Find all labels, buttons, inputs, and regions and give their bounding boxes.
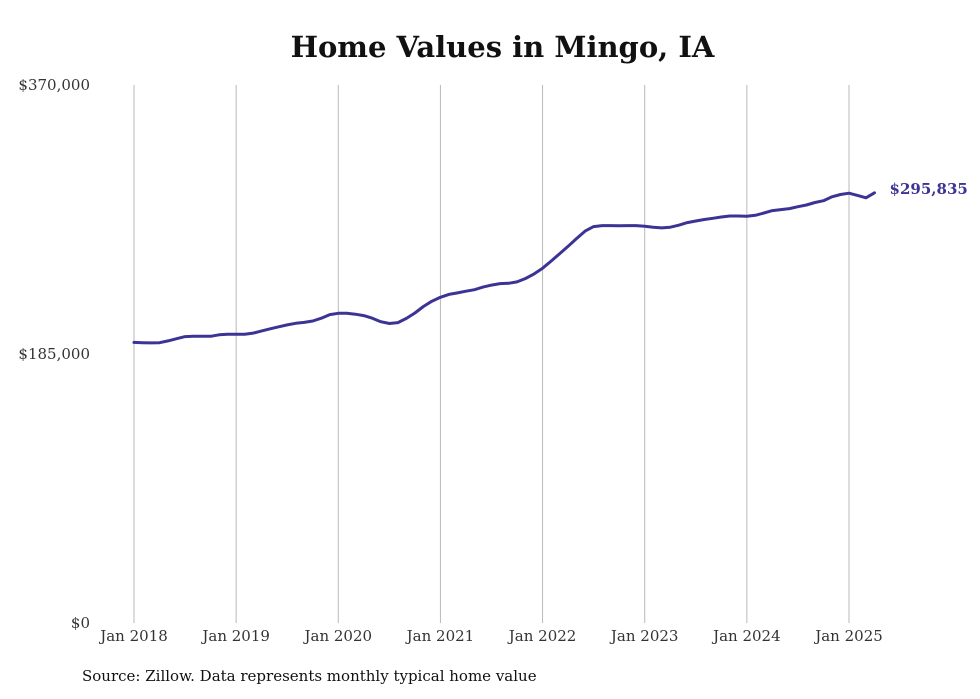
end-label-layer: $295,835 [890,180,968,198]
y-axis-ticks: $0 $185,000 $370,000 [18,76,90,632]
series-line-home-value [132,191,876,345]
series-layer [132,191,876,345]
y-tick-label: $0 [71,614,90,632]
x-tick-label: Jan 2023 [609,627,679,645]
chart-title: Home Values in Mingo, IA [290,30,715,64]
x-axis-ticks: Jan 2018 Jan 2019 Jan 2020 Jan 2021 Jan 2022… [98,627,883,645]
x-tick-label: Jan 2022 [507,627,577,645]
x-tick-label: Jan 2019 [200,627,270,645]
x-tick-label: Jan 2024 [711,627,781,645]
x-tick-label: Jan 2021 [405,627,475,645]
y-tick-label: $185,000 [18,345,90,363]
y-tick-label: $370,000 [18,76,90,94]
x-tick-label: Jan 2018 [98,627,168,645]
x-tick-label: Jan 2020 [303,627,373,645]
x-tick-label: Jan 2025 [813,627,883,645]
end-value-label: $295,835 [890,180,968,198]
gridlines [133,85,850,623]
source-note: Source: Zillow. Data represents monthly … [82,667,537,685]
